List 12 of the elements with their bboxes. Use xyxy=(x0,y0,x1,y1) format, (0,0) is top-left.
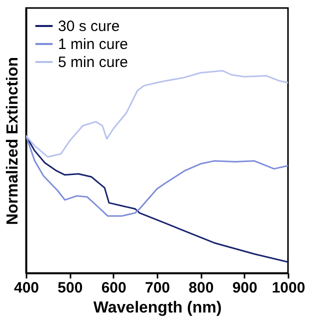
x-tick-label: 400 xyxy=(14,280,40,296)
x-tick-label: 900 xyxy=(232,280,258,296)
x-tick-label: 600 xyxy=(101,280,126,296)
y-axis-title: Normalized Extinction xyxy=(4,56,22,226)
x-axis-title: Wavelength (nm) xyxy=(93,300,222,316)
x-tick-label: 1000 xyxy=(272,280,306,296)
x-tick-label: 500 xyxy=(58,280,83,296)
legend-label: 5 min cure xyxy=(58,54,128,71)
legend-label: 1 min cure xyxy=(58,36,128,53)
x-tick-label: 800 xyxy=(188,280,214,296)
legend-label: 30 s cure xyxy=(58,18,120,35)
x-tick-label: 700 xyxy=(144,280,170,296)
